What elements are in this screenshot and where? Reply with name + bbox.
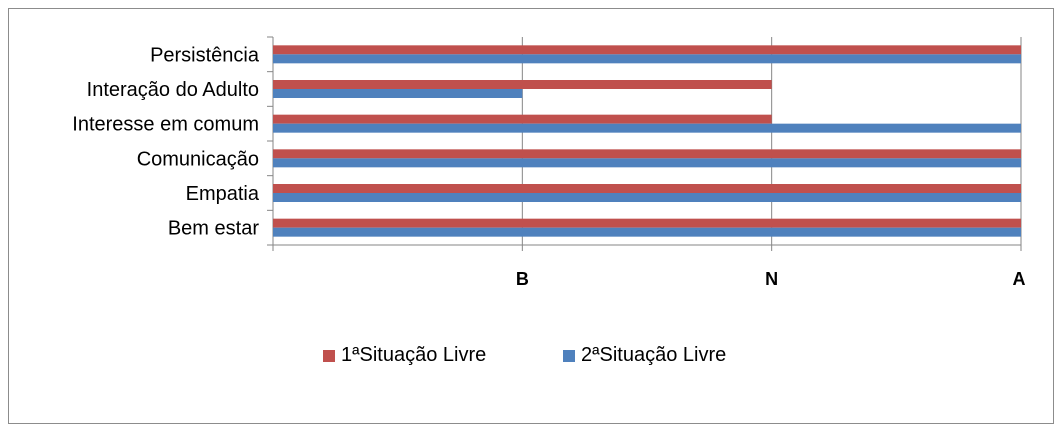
x-tick-label: B <box>516 269 529 289</box>
category-label: Bem estar <box>168 218 259 240</box>
bar-1-0 <box>273 218 1021 228</box>
chart-frame: Bem estar Empatia Comunicação Interesse em … <box>8 8 1054 424</box>
bar-2-4 <box>273 89 523 98</box>
category-label: Comunicação <box>137 148 259 170</box>
category-label: Interação do Adulto <box>87 79 259 101</box>
bar-2-3 <box>273 123 1021 133</box>
bar-1-1 <box>273 184 1021 193</box>
category-label: Interesse em comum <box>72 114 259 136</box>
category-label: Empatia <box>186 183 260 205</box>
legend-label-2: 2ªSituação Livre <box>581 344 726 366</box>
x-tick-label: N <box>765 269 778 289</box>
bar-1-2 <box>273 149 1021 159</box>
x-tick-label: A <box>1013 269 1026 289</box>
bar-2-0 <box>273 227 1021 237</box>
legend-swatch-2 <box>563 350 575 362</box>
bar-2-2 <box>273 158 1021 168</box>
legend-label-1: 1ªSituação Livre <box>341 344 486 366</box>
bar-chart: Bem estar Empatia Comunicação Interesse em … <box>72 36 1026 366</box>
bar-1-4 <box>273 80 772 89</box>
legend-swatch-1 <box>323 350 335 362</box>
bar-1-5 <box>273 45 1021 55</box>
bar-2-5 <box>273 54 1021 64</box>
bar-2-1 <box>273 193 1021 202</box>
bar-1-3 <box>273 114 772 124</box>
category-label: Persistência <box>150 44 260 66</box>
